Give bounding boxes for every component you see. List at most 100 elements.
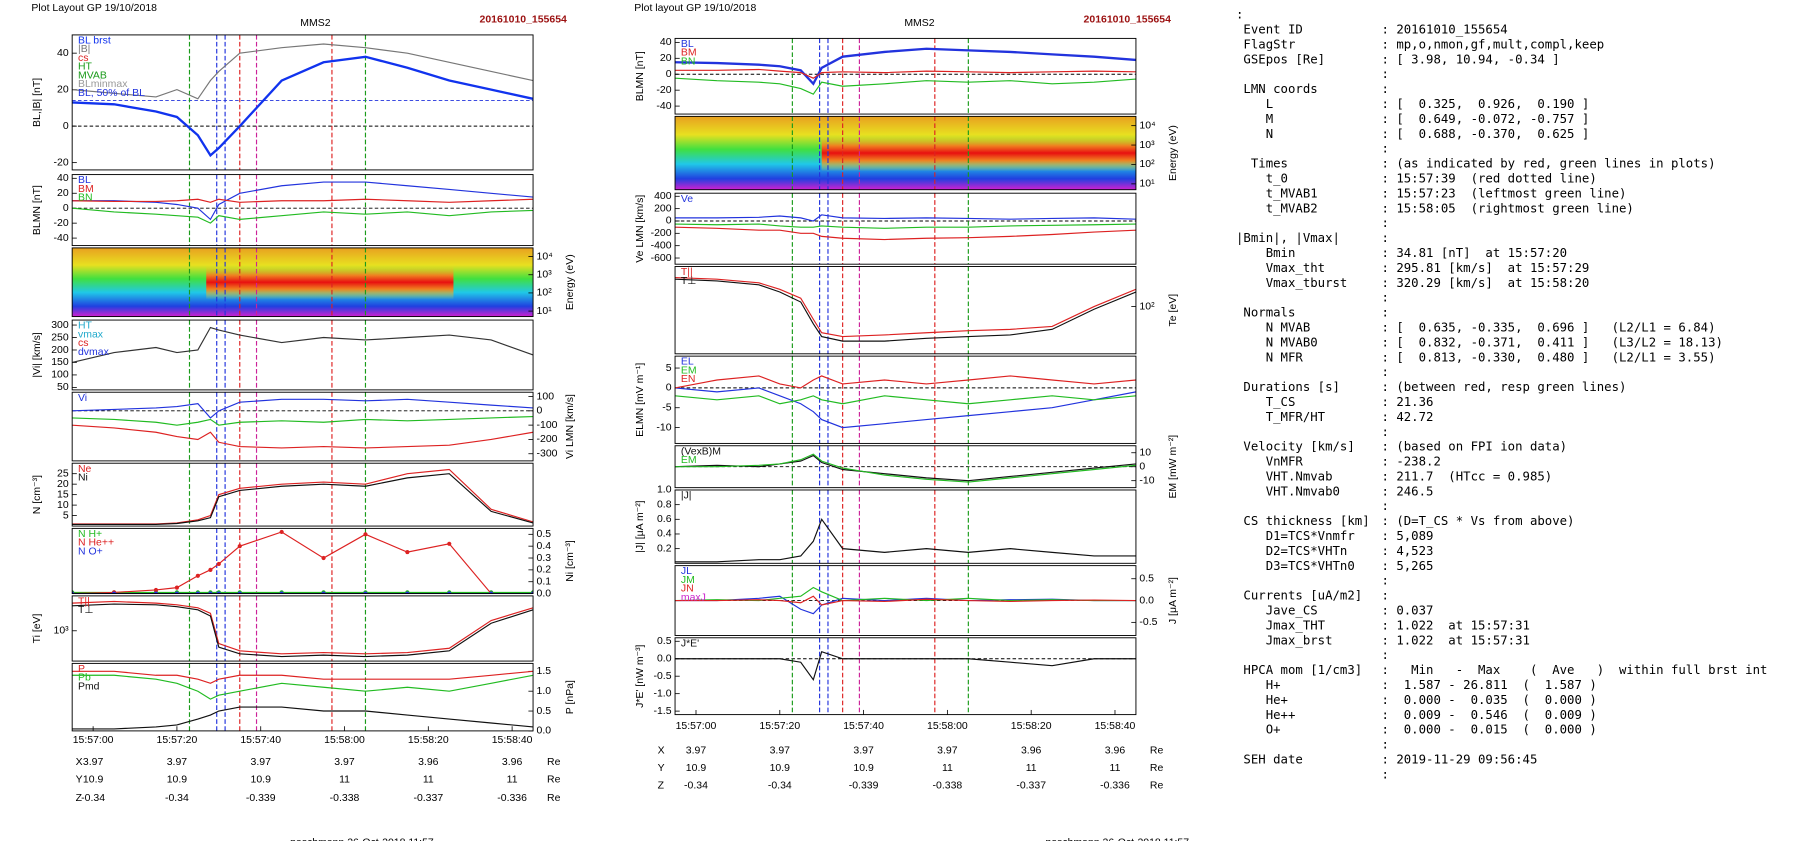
ephemeris-value: -0.337 (1016, 780, 1046, 791)
y-tick-label: 150 (51, 357, 69, 368)
plot-area (72, 392, 534, 461)
info-label: Normals (1236, 306, 1295, 320)
y-tick-label: 10² (1139, 159, 1155, 170)
info-value: : 42.72 (1382, 410, 1434, 424)
data-point (405, 591, 410, 594)
y-tick-label: 0 (666, 383, 672, 394)
plot-area (675, 193, 1136, 265)
panel: 100 0 -100 -200 -300 Vi LMN [km/s] Vi (71, 391, 576, 462)
ephemeris-value: -0.34 (165, 793, 189, 804)
y-axis-label: Energy (eV) (565, 254, 576, 310)
y-tick-label: 0.5 (1139, 573, 1154, 584)
info-label: CS thickness [km] (1236, 514, 1370, 528)
plot-area (72, 174, 534, 246)
y-tick-label: 25 (57, 468, 69, 479)
legend-entry: BL brst (78, 36, 111, 47)
x-tick-label: 15:57:20 (759, 721, 800, 732)
y-tick-label: 250 (51, 332, 69, 343)
x-tick-label: 15:57:00 (73, 735, 114, 746)
data-line (675, 77, 1136, 95)
info-value: : [ 0.813, -0.330, 0.480 ] (L2/L1 = 3.55… (1382, 350, 1716, 364)
y-tick-label: 5 (666, 363, 672, 374)
info-label: N MFR (1236, 350, 1303, 364)
plot-area (72, 528, 534, 594)
y-axis-label: ELMN [mV m⁻¹] (635, 363, 646, 437)
data-line (72, 207, 534, 224)
info-label: N MVAB (1236, 320, 1310, 334)
data-line (675, 276, 1136, 338)
plot-area (72, 463, 534, 527)
y-axis-label: Ti [eV] (32, 613, 43, 643)
info-value: : [ 3.98, 10.94, -0.34 ] (1382, 52, 1560, 66)
y-axis-label: EM [mW m⁻²] (1168, 435, 1179, 499)
info-label: SEH date (1236, 752, 1303, 766)
info-label: D1=TCS*Vnmfr (1236, 529, 1355, 543)
ephemeris-value: -0.336 (1100, 780, 1130, 791)
data-line (72, 198, 534, 203)
data-line (675, 214, 1136, 222)
info-value: : [ 0.635, -0.335, 0.696 ] (L2/L1 = 6.84… (1382, 320, 1716, 334)
data-line (72, 674, 534, 700)
info-label: Jmax_brst (1236, 633, 1333, 647)
data-line (72, 473, 534, 526)
info-label: VnMFR (1236, 455, 1303, 469)
panel: 10² Te [eV] T||T⊥ (674, 266, 1179, 355)
y-axis-label: P [nPa] (565, 680, 576, 714)
y-axis-label: BLMN [nT] (635, 51, 646, 101)
ephemeris-unit: Re (1150, 780, 1164, 791)
panel: 0.5 0.0 -0.5 -1.0 -1.5 J*E' [nW m⁻³] J*E' (635, 636, 1137, 717)
y-tick-label: -40 (54, 233, 69, 244)
info-value: : 0.009 - 0.546 ( 0.009 ) (1382, 708, 1597, 722)
legend-entry: BN (78, 193, 93, 204)
info-value: : 34.81 [nT] at 15:57:20 (1382, 246, 1568, 260)
y-axis-label: Te [eV] (1168, 294, 1179, 327)
y-tick-label: 20 (57, 188, 69, 199)
info-value: : 5,089 (1382, 529, 1434, 543)
ephemeris-value: 11 (942, 763, 953, 774)
legend-entry: BN (681, 56, 696, 67)
data-line (675, 651, 1136, 681)
y-tick-label: 0 (63, 121, 69, 132)
y-tick-label: 0 (666, 69, 672, 80)
y-tick-label: 40 (57, 48, 69, 59)
ephemeris-value: 3.97 (686, 745, 707, 756)
y-tick-label: 0.2 (537, 565, 552, 576)
info-value: : (as indicated by red, green lines in p… (1382, 157, 1716, 171)
y-axis-label: Ve LMN [km/s] (635, 195, 646, 263)
data-line (675, 518, 1136, 563)
y-tick-label: 0.6 (657, 514, 672, 525)
spectrogram-hot-band (821, 134, 1136, 172)
y-tick-label: 0.0 (1139, 595, 1154, 606)
plot-area (675, 637, 1136, 715)
legend-entry: |B| (78, 44, 90, 55)
data-line (72, 424, 534, 449)
legend-entry: cs (78, 338, 88, 349)
data-point (321, 591, 326, 594)
y-axis-label: |Vi| [km/s] (32, 332, 43, 377)
panel-frame (674, 445, 1137, 489)
data-line (72, 706, 534, 730)
ephemeris-unit: Re (547, 757, 561, 768)
info-label: t_MVAB1 (1236, 186, 1318, 200)
y-tick-label: 40 (57, 173, 69, 184)
info-value: : 1.022 at 15:57:31 (1382, 633, 1530, 647)
panel-frame (71, 174, 534, 247)
y-axis-label: J [μA m⁻²] (1168, 577, 1179, 624)
legend-entry: JM (681, 575, 695, 586)
data-line (675, 395, 1136, 405)
panel-frame (71, 527, 534, 595)
y-tick-label: 10³ (54, 626, 70, 637)
data-point (153, 591, 159, 594)
panel-frame (71, 319, 534, 391)
data-line (675, 223, 1136, 229)
ephemeris-value: 3.97 (937, 745, 958, 756)
y-tick-label: 200 (51, 345, 69, 356)
data-line (675, 387, 1136, 429)
y-tick-label: 10 (57, 500, 69, 511)
data-point (279, 591, 284, 594)
data-point (208, 567, 213, 572)
